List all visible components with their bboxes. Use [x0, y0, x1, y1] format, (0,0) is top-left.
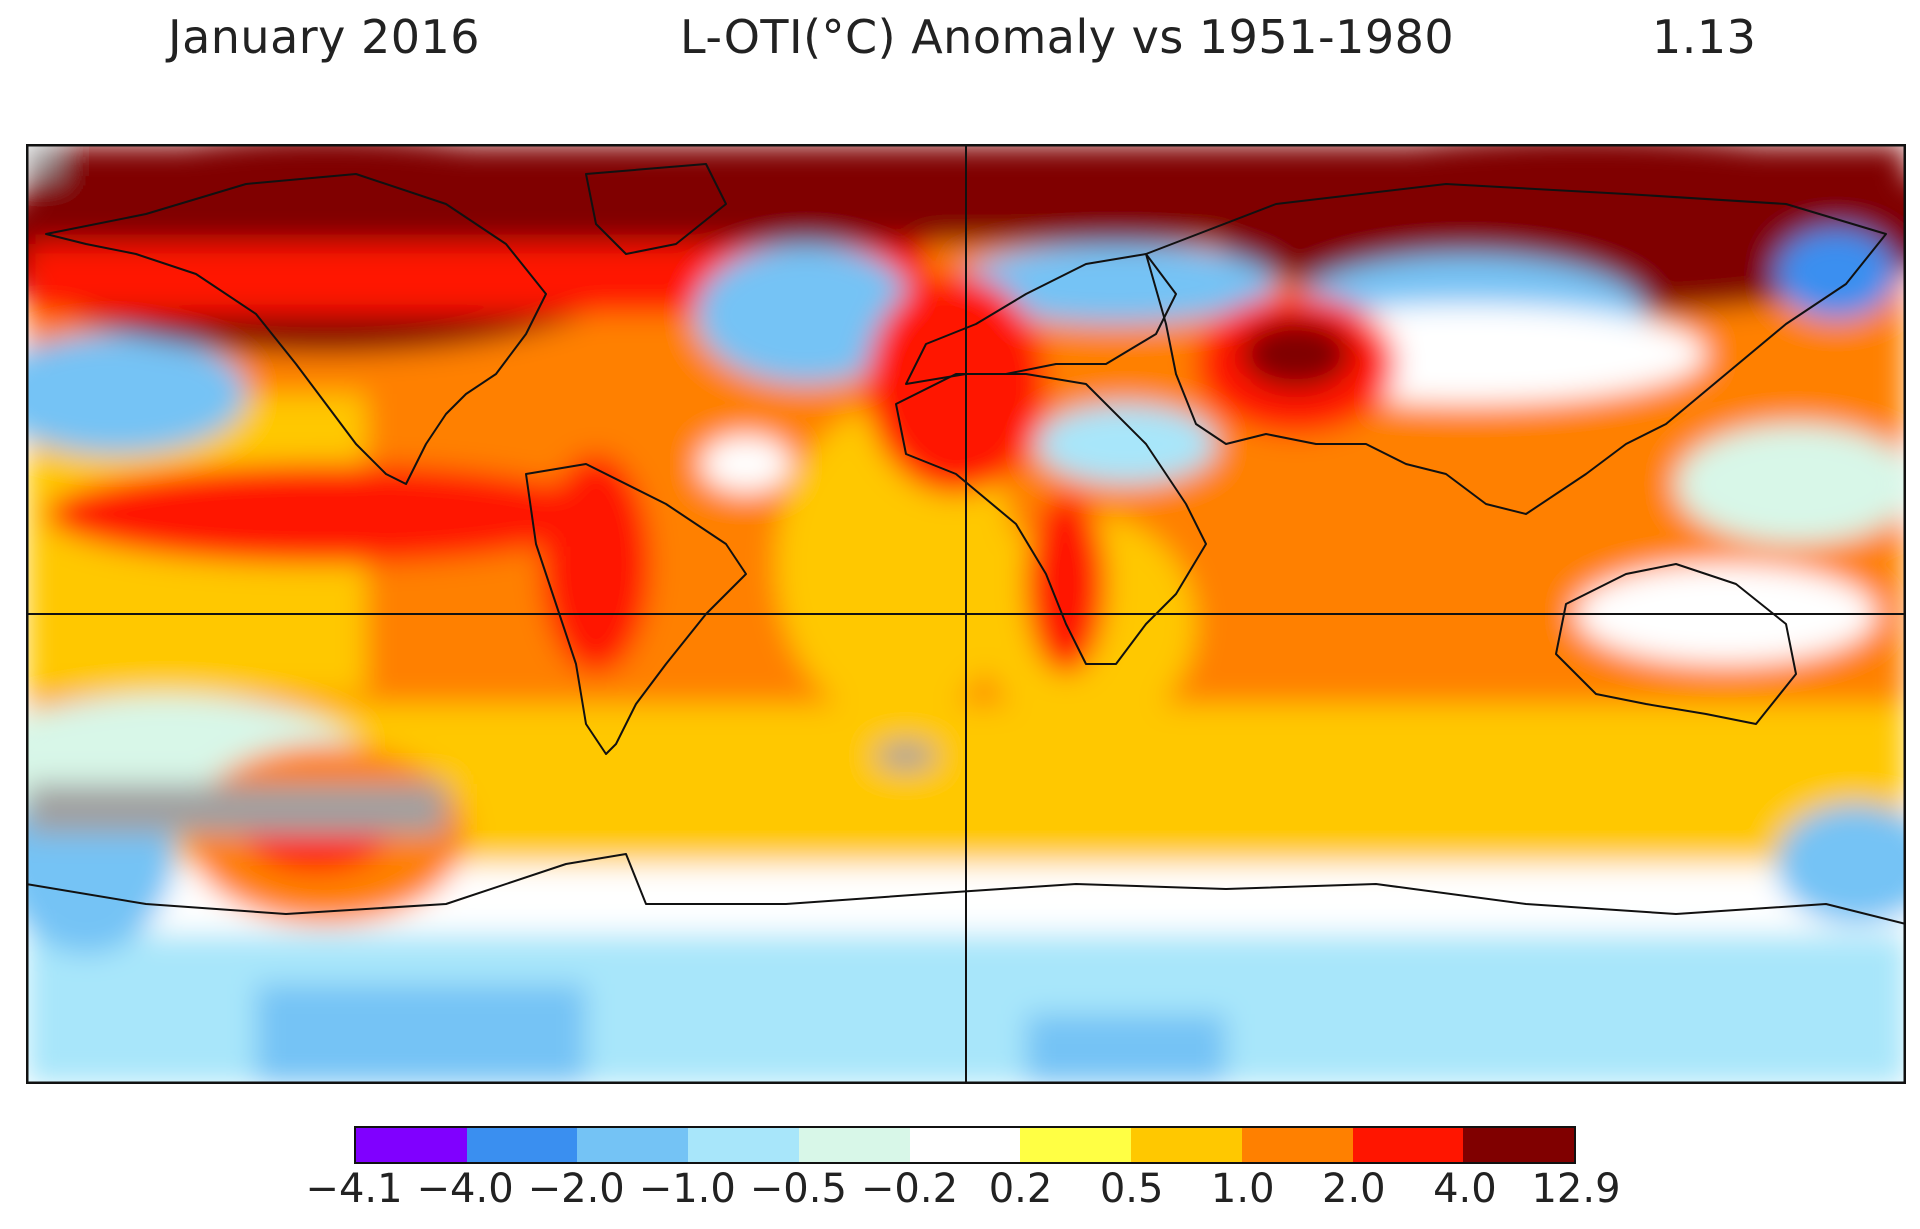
colorbar-segment	[356, 1128, 467, 1162]
field-safrica-red	[1026, 494, 1106, 674]
coastline-asia	[1145, 183, 1887, 515]
field-natl-blue	[696, 244, 916, 384]
coastline-africa	[895, 373, 1207, 665]
field-sahara-red	[866, 274, 1046, 494]
colorbar-tick-label: 0.5	[1099, 1166, 1164, 1212]
colorbar-tick-label: −0.2	[860, 1166, 959, 1212]
colorbar-tick-label: 0.2	[988, 1166, 1053, 1212]
colorbar-tick-label: −4.1	[305, 1166, 403, 1212]
colorbar	[354, 1126, 1576, 1164]
colorbar-segment	[1352, 1128, 1464, 1162]
coastline-greenland	[585, 163, 727, 255]
anomaly-map	[26, 144, 1906, 1084]
field-antarctic-blue-b	[1026, 1014, 1226, 1084]
colorbar-tick-label: 4.0	[1433, 1166, 1497, 1212]
field-missing-arctic	[26, 144, 58, 176]
colorbar-tick-label: 1.0	[1210, 1166, 1275, 1212]
field-missing-weddell	[876, 742, 936, 770]
field-enso-red	[46, 464, 606, 564]
colorbar-tick-labels: −4.1 −4.0 −2.0 −1.0 −0.5 −0.2 0.2 0.5 1.0 2.0 4.0 1…	[300, 1166, 1630, 1226]
field-missing-antarctic	[26, 784, 446, 834]
map-date-label: January 2016	[168, 10, 481, 64]
field-antarctic-blue-a	[256, 984, 586, 1084]
field-amazon-red	[541, 454, 651, 674]
field-wpac-mint	[1676, 424, 1906, 544]
field-tasman-blue	[1776, 804, 1906, 924]
field-mideast-blue	[1036, 404, 1216, 484]
colorbar-tick-label: −0.5	[749, 1166, 847, 1212]
colorbar-segment	[577, 1128, 689, 1162]
colorbar-segment	[1241, 1128, 1353, 1162]
coastline-south-america	[525, 463, 747, 755]
colorbar-segment	[1020, 1128, 1132, 1162]
colorbar-tick-label: −4.0	[416, 1166, 514, 1212]
field-casia-maroon	[1241, 319, 1351, 389]
colorbar-tick-label: −2.0	[527, 1166, 625, 1212]
colorbar-segment	[798, 1128, 910, 1162]
map-border	[26, 144, 1906, 1084]
field-scandinavia-blue	[956, 244, 1276, 324]
global-mean-anomaly: 1.13	[1652, 10, 1757, 64]
map-title: L-OTI(°C) Anomaly vs 1951-1980	[680, 10, 1455, 64]
colorbar-tick-label: 2.0	[1322, 1166, 1386, 1212]
coastline-north-america	[45, 173, 547, 485]
coastline-europe	[905, 253, 1177, 385]
field-npac-blue	[26, 334, 246, 454]
coastline-antarctica	[26, 853, 1906, 925]
colorbar-tick-label: 12.9	[1531, 1166, 1621, 1212]
colorbar-segment	[688, 1128, 799, 1162]
field-kamchatka-blue	[1776, 229, 1896, 319]
colorbar-tick-label: −1.0	[638, 1166, 736, 1212]
colorbar-segment	[466, 1128, 578, 1162]
coastlines	[26, 163, 1906, 925]
field-atlantic-white	[701, 436, 791, 492]
colorbar-segment	[1463, 1128, 1575, 1162]
anomaly-map-canvas	[26, 144, 1906, 1084]
colorbar-segment	[1131, 1128, 1242, 1162]
colorbar-segment	[909, 1128, 1021, 1162]
coastline-australia	[1555, 563, 1797, 725]
